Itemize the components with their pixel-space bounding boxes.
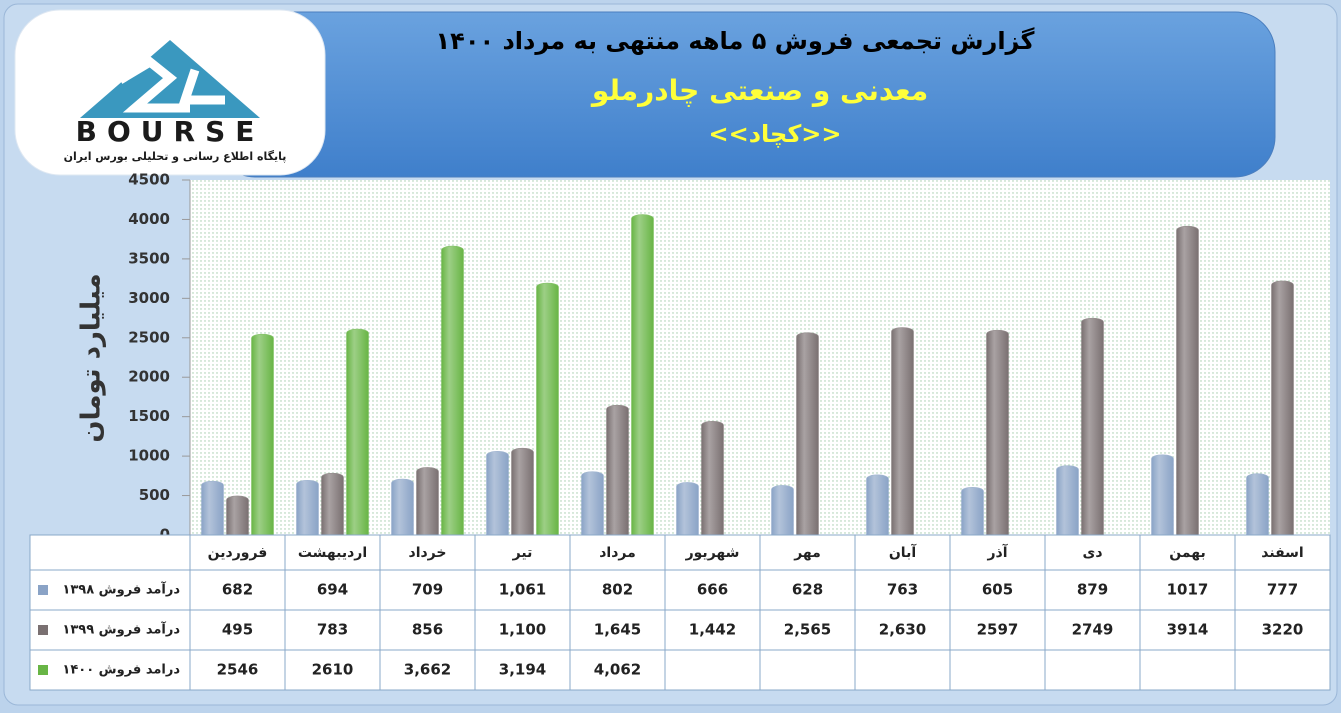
x-tick-label: دی: [1082, 545, 1102, 561]
data-label: 2,565: [784, 621, 831, 639]
x-tick-label: بهمن: [1169, 545, 1205, 561]
data-label: 628: [792, 581, 823, 599]
data-label: 1,645: [594, 621, 641, 639]
data-label: 879: [1077, 581, 1108, 599]
plot-area: [190, 180, 1330, 535]
data-label: 2749: [1072, 621, 1114, 639]
legend-label: درآمد فروش ۱۳۹۸: [62, 581, 180, 598]
data-label: 1,100: [499, 621, 546, 639]
data-label: 2,630: [879, 621, 926, 639]
bar: [201, 480, 224, 536]
bar: [1056, 465, 1079, 536]
ticker: <<کچاد>>: [708, 120, 841, 148]
legend-swatch: [38, 625, 48, 635]
x-tick-label: مرداد: [599, 545, 636, 561]
bar: [536, 282, 559, 536]
data-label: 3914: [1167, 621, 1209, 639]
bar: [1176, 225, 1199, 536]
logo-tagline: پایگاه اطلاع رسانی و تحلیلی بورس ایران: [64, 150, 287, 163]
chart-subtitle: معدنی و صنعتی چادرملو: [590, 74, 928, 107]
legend-swatch: [38, 665, 48, 675]
x-tick-label: آذر: [986, 543, 1008, 561]
bar: [296, 479, 319, 536]
y-tick-label: 1000: [128, 447, 170, 465]
data-label: 1017: [1167, 581, 1209, 599]
bar: [251, 333, 274, 536]
bar: [701, 420, 724, 536]
bar: [606, 404, 629, 536]
x-tick-label: مهر: [793, 545, 821, 561]
bar: [511, 447, 534, 536]
bar: [796, 332, 819, 536]
bar: [391, 478, 414, 536]
logo-two: [117, 56, 190, 113]
logo: BOURSE پایگاه اطلاع رسانی و تحلیلی بورس …: [14, 9, 326, 176]
bar: [1151, 454, 1174, 536]
x-tick-label: آبان: [889, 543, 917, 561]
data-label: 783: [317, 621, 348, 639]
bar: [1246, 473, 1269, 536]
bar: [961, 487, 984, 536]
data-label: 777: [1267, 581, 1298, 599]
y-tick-label: 4000: [128, 210, 170, 228]
data-label: 605: [982, 581, 1013, 599]
y-tick-label: 3000: [128, 289, 170, 307]
x-tick-label: اسفند: [1261, 545, 1303, 561]
bar: [771, 485, 794, 536]
logo-brand: BOURSE: [76, 115, 265, 148]
legend-label: درامد فروش ۱۴۰۰: [62, 663, 180, 678]
data-label: 666: [697, 581, 728, 599]
chart-title: گزارش تجمعی فروش ۵ ماهه منتهی به مرداد ۱…: [436, 27, 1035, 55]
data-label: 495: [222, 621, 253, 639]
data-label: 3,194: [499, 661, 546, 679]
y-axis-label: میلیارد تومان: [77, 273, 107, 442]
data-label: 2597: [977, 621, 1019, 639]
data-label: 3,662: [404, 661, 451, 679]
data-label: 2610: [312, 661, 354, 679]
bar: [416, 467, 439, 536]
bar: [891, 327, 914, 536]
y-tick-label: 2000: [128, 368, 170, 386]
x-tick-label: اردیبهشت: [298, 545, 367, 561]
bar: [321, 472, 344, 536]
data-label: 694: [317, 581, 348, 599]
bar: [346, 328, 369, 536]
x-tick-label: فروردین: [208, 545, 268, 561]
data-label: 763: [887, 581, 918, 599]
y-tick-label: 1500: [128, 407, 170, 425]
x-tick-label: تیر: [512, 545, 533, 561]
bar: [581, 471, 604, 536]
bar: [1081, 317, 1104, 536]
data-label: 709: [412, 581, 443, 599]
data-label: 4,062: [594, 661, 641, 679]
data-label: 1,442: [689, 621, 736, 639]
bar: [486, 451, 509, 536]
bar: [631, 214, 654, 536]
table-bg: [29, 534, 1331, 691]
x-tick-label: خرداد: [409, 545, 447, 561]
y-tick-label: 3500: [128, 249, 170, 267]
y-tick-label: 4500: [128, 171, 170, 189]
data-label: 3220: [1262, 621, 1304, 639]
data-label: 1,061: [499, 581, 546, 599]
bar: [1271, 280, 1294, 536]
data-label: 682: [222, 581, 253, 599]
bar: [866, 474, 889, 536]
bar: [441, 245, 464, 536]
data-label: 2546: [217, 661, 259, 679]
logo-four: [178, 68, 225, 105]
x-tick-label: شهریور: [685, 545, 740, 561]
y-tick-label: 2500: [128, 328, 170, 346]
data-label: 802: [602, 581, 633, 599]
bar: [986, 329, 1009, 536]
legend-label: درآمد فروش ۱۳۹۹: [62, 621, 180, 638]
legend-swatch: [38, 585, 48, 595]
y-tick-label: 500: [139, 486, 170, 504]
bar: [226, 495, 249, 536]
bar: [676, 482, 699, 536]
data-label: 856: [412, 621, 443, 639]
